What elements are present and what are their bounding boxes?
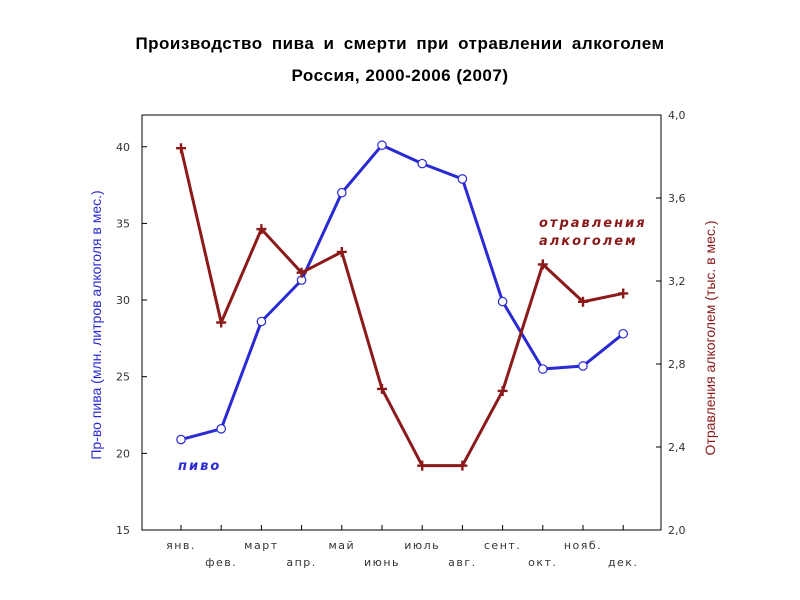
x-tick-label: июль xyxy=(404,539,440,552)
x-tick-label: фев. xyxy=(205,556,237,569)
y-tick-right-label: 3,6 xyxy=(668,192,686,205)
beer-data-point xyxy=(377,140,387,151)
beer-data-point xyxy=(417,158,427,169)
x-tick-label: авг. xyxy=(448,556,477,569)
x-tick-label: нояб. xyxy=(564,539,602,552)
x-tick-label: дек. xyxy=(608,556,639,569)
x-tick-label: апр. xyxy=(286,556,316,569)
beer-data-point xyxy=(578,361,588,371)
y-tick-right-label: 4,0 xyxy=(668,109,686,122)
beer-data-point xyxy=(457,174,468,184)
annotation-beer-box xyxy=(174,455,220,475)
y-tick-left-label: 30 xyxy=(116,294,130,307)
poisoning-data-point xyxy=(457,460,468,471)
y-tick-left-label: 25 xyxy=(116,371,130,384)
y-tick-left-label: 15 xyxy=(116,524,130,537)
chart-title: Производство пива и смерти при отравлени… xyxy=(135,34,665,53)
x-tick-label: янв. xyxy=(166,539,196,552)
chart-subtitle: Россия, 2000-2006 (2007) xyxy=(291,66,509,85)
x-tick-label: июнь xyxy=(364,556,400,569)
poisoning-data-point xyxy=(216,317,227,328)
y-tick-right-label: 2,8 xyxy=(668,358,686,371)
x-tick-label: сент. xyxy=(484,539,521,552)
x-tick-label: окт. xyxy=(528,556,557,569)
poisoning-data-point xyxy=(578,296,588,307)
beer-data-point xyxy=(618,328,628,339)
poisoning-data-point xyxy=(296,267,307,278)
poisoning-data-point xyxy=(256,224,267,235)
beer-data-point xyxy=(216,424,226,434)
poisoning-data-point xyxy=(417,460,428,471)
series-markers xyxy=(176,140,629,471)
y-tick-left-label: 35 xyxy=(116,217,130,230)
beer-production-line xyxy=(180,143,625,442)
y-tick-right-label: 2,4 xyxy=(668,441,686,454)
y-tick-left-label: 20 xyxy=(116,447,130,460)
right-y-axis: 2,0 2,4 2,8 3,2 3,6 4,0 xyxy=(656,109,686,537)
poisoning-data-point xyxy=(377,383,387,394)
beer-data-point xyxy=(497,296,508,307)
beer-data-point xyxy=(256,316,267,327)
left-y-axis: 15 20 25 30 35 40 xyxy=(116,141,147,537)
y-tick-right-label: 2,0 xyxy=(668,524,686,537)
series-lines xyxy=(179,143,625,468)
annotation-poisoning-line1: отравления xyxy=(539,216,647,231)
x-tick-label: май xyxy=(328,539,355,552)
annotation-poisoning-line2: алкоголем xyxy=(539,234,638,249)
poisoning-data-point xyxy=(618,288,629,299)
poisoning-data-point xyxy=(176,143,186,154)
plot-area-frame xyxy=(141,114,662,531)
poisoning-data-point xyxy=(336,246,347,257)
poisoning-data-point xyxy=(537,259,548,270)
beer-data-point xyxy=(336,187,347,198)
y-axis-label-left: Пр-во пива (млн. литров алкоголя в мес.) xyxy=(88,190,104,459)
y-tick-right-label: 3,2 xyxy=(668,275,686,288)
x-tick-label: март xyxy=(244,539,278,552)
poisoning-data-point xyxy=(497,385,508,396)
annotation-beer: пиво xyxy=(178,459,221,474)
y-axis-label-right: Отравления алкоголем (тыс. в мес.) xyxy=(702,221,718,456)
beer-data-point xyxy=(537,364,548,374)
annotation-poisoning-box xyxy=(535,212,645,250)
beer-data-point xyxy=(176,434,186,445)
y-tick-left-label: 40 xyxy=(116,141,130,154)
poisoning-line xyxy=(179,147,624,468)
chart-panel-background xyxy=(66,102,746,568)
